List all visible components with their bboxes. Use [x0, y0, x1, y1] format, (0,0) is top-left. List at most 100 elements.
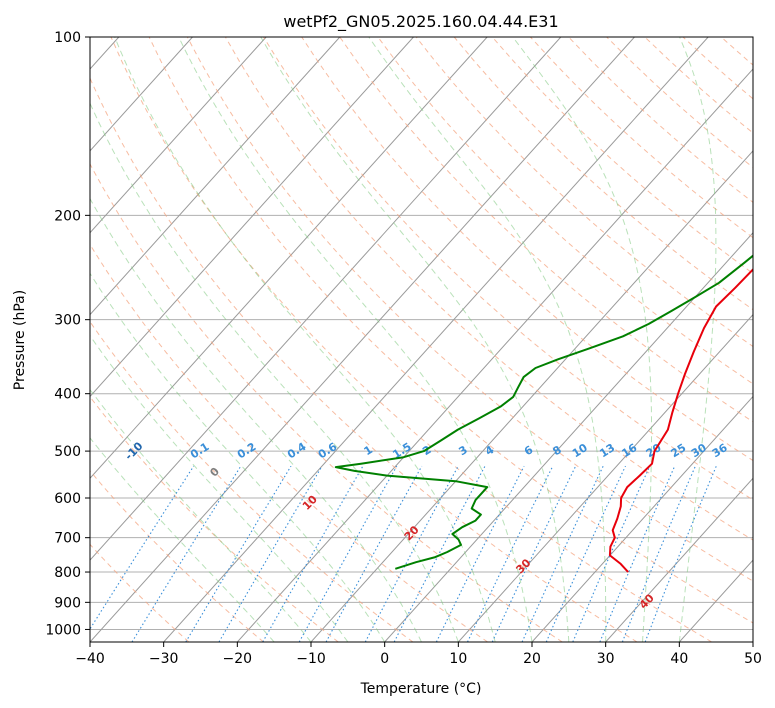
isotherm-line [384, 231, 753, 642]
mixing-ratio-line [298, 465, 398, 642]
dry-adiabat-line [90, 162, 563, 642]
moist-adiabat-line [114, 37, 496, 642]
mixing-ratio-line [599, 465, 676, 642]
dry-adiabat-line [224, 37, 753, 541]
mixing-ratio-line [218, 465, 323, 642]
y-tick-label: 500 [54, 444, 81, 460]
isotherm-line [678, 559, 753, 642]
mixing-ratio-line [393, 465, 486, 642]
dry-adiabat-line [644, 37, 753, 134]
dry-adiabat-line [148, 37, 753, 624]
dry-adiabat-line [90, 396, 339, 642]
x-tick-label: 10 [449, 651, 467, 667]
mixing-ratio-label: 30 [689, 441, 709, 460]
mixing-ratio-line [467, 465, 554, 642]
moist-adiabat-line [178, 37, 533, 642]
dry-adiabat-line [110, 37, 712, 642]
moist-adiabat-line [368, 37, 607, 642]
dry-adiabat-label: 40 [637, 591, 657, 611]
y-tick-label: 600 [54, 491, 81, 507]
y-tick-label: 400 [54, 387, 81, 403]
y-tick-label: 300 [54, 313, 81, 329]
isotherm-line [90, 37, 414, 398]
y-tick-label: 100 [54, 30, 81, 46]
moist-adiabat-line [260, 37, 570, 642]
mixing-ratio-label: 0.1 [188, 440, 211, 461]
moist-adiabat-line [90, 102, 459, 642]
background-lines [90, 37, 753, 642]
mixing-ratio-line [644, 465, 717, 642]
y-axis-label: Pressure (hPa) [12, 290, 28, 390]
dry-adiabat-line [90, 320, 414, 642]
moist-adiabat-line [678, 37, 717, 642]
x-tick-label: −10 [296, 651, 326, 667]
dry-adiabat-label: -20 [28, 395, 51, 418]
dry-adiabat-line [90, 243, 488, 642]
moist-adiabat-line [90, 388, 312, 642]
mixing-ratio-line [435, 465, 525, 642]
dry-adiabat-line [415, 37, 753, 348]
x-tick-label: 40 [670, 651, 688, 667]
mixing-ratio-line [491, 465, 577, 642]
isotherm-line [90, 37, 193, 152]
y-tick-label: 200 [54, 208, 81, 224]
isotherm-line [90, 37, 341, 316]
y-tick-label: 900 [54, 595, 81, 611]
isotherm-line [531, 395, 753, 642]
mixing-ratio-label: 0.6 [316, 440, 340, 462]
isotherm-line [90, 37, 562, 561]
dry-adiabat-label: 10 [300, 492, 320, 512]
isotherm-line [90, 37, 488, 480]
dry-adiabat-line [682, 37, 753, 100]
dry-adiabat-line [377, 37, 753, 385]
moist-adiabat-line [512, 37, 653, 642]
isotherm-line [236, 68, 753, 642]
isotherm-line [90, 37, 635, 642]
dry-adiabat-label: 30 [513, 556, 533, 576]
isotherm-line [90, 37, 267, 234]
mixing-ratio-line [131, 465, 242, 642]
x-tick-label: 50 [744, 651, 762, 667]
mixing-ratio-label: 10 [570, 441, 590, 460]
dry-adiabat-line [720, 37, 753, 66]
mixing-ratio-line [621, 465, 696, 642]
dry-adiabat-line [263, 37, 753, 501]
mixing-ratio-label: 0.4 [285, 440, 309, 462]
chart-title: wetPf2_GN05.2025.160.04.44.E31 [283, 12, 558, 32]
moist-adiabat-line [90, 437, 275, 642]
mixing-ratio-line [572, 465, 651, 642]
mixing-ratio-label: 13 [597, 441, 617, 460]
y-axis-ticks: 100 200 300 400 500 600 700 800 900 1000 [45, 30, 90, 638]
y-tick-label: 800 [54, 565, 81, 581]
x-tick-label: −40 [75, 651, 105, 667]
line-labels: 0.10.20.40.611.52346810131620253036-100-… [28, 395, 730, 611]
dry-adiabat-label: 20 [402, 523, 422, 543]
plot-frame [89, 36, 754, 643]
dry-adiabat-line [90, 76, 638, 642]
dry-adiabat-line [606, 37, 753, 169]
dry-adiabat-line [186, 37, 753, 582]
profile-series [334, 254, 753, 573]
x-tick-label: −20 [223, 651, 253, 667]
isotherm-line [457, 313, 753, 642]
mixing-ratio-line [521, 465, 604, 642]
mixing-ratio-line [262, 465, 364, 642]
x-tick-label: −30 [149, 651, 179, 667]
dry-adiabat-line [90, 470, 264, 642]
isotherm-line [605, 477, 753, 642]
x-tick-label: 0 [380, 651, 389, 667]
moist-adiabat-line [90, 197, 422, 642]
y-tick-label: 700 [54, 531, 81, 547]
dry-adiabat-line [530, 37, 753, 239]
mixing-ratio-line [325, 465, 423, 642]
x-tick-label: 20 [523, 651, 541, 667]
dry-adiabat-line [568, 37, 753, 203]
y-tick-label: 1000 [45, 622, 81, 638]
x-axis-label: Temperature (°C) [360, 681, 482, 697]
dry-adiabat-line [301, 37, 753, 462]
isotherm-line [163, 37, 709, 642]
dry-adiabat-label: -10 [122, 439, 145, 462]
mixing-ratio-line [185, 465, 292, 642]
moist-adiabat-line [90, 334, 349, 642]
